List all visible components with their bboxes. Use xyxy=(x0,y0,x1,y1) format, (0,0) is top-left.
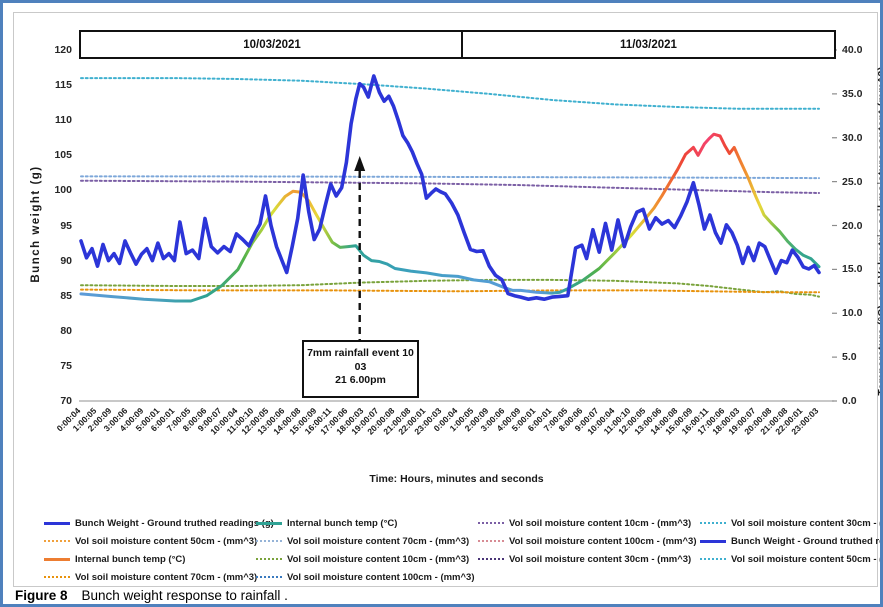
y-left-tick-label: 110 xyxy=(55,114,72,127)
date-header-day1: 10/03/2021 xyxy=(79,30,465,59)
legend-item: Vol soil moisture content 100cm - (mm^3) xyxy=(256,570,478,584)
legend-marker-dotted xyxy=(478,540,504,542)
legend-label: Vol soil moisture content 100cm - (mm^3) xyxy=(287,571,475,583)
series-line xyxy=(79,74,821,302)
y-right-tick-label: 40.0 xyxy=(842,44,863,56)
legend-label: Internal bunch temp (°C) xyxy=(75,553,186,565)
legend-item: Vol soil moisture content 10cm - (mm^3) xyxy=(478,516,700,530)
series-line xyxy=(80,175,820,180)
legend-marker-dotted xyxy=(256,576,282,578)
legend-marker-dotted xyxy=(256,558,282,560)
legend-label: Vol soil moisture content 100cm - (mm^3) xyxy=(509,535,697,547)
legend-label: Vol soil moisture content 50cm - (mm^3) xyxy=(75,535,258,547)
legend-marker-solid xyxy=(44,521,70,525)
legend-item: Vol soil moisture content 30cm - (mm^3) xyxy=(478,552,700,566)
y-left-tick-label: 70 xyxy=(60,395,72,407)
y-right-tick-label: 20.0 xyxy=(842,219,863,232)
x-axis-title: Time: Hours, minutes and seconds xyxy=(369,473,544,485)
legend-marker-dotted xyxy=(700,522,726,524)
legend-label: Internal bunch temp (°C) xyxy=(287,517,398,529)
legend-marker-dotted xyxy=(478,522,504,524)
legend-item: Internal bunch temp (°C) xyxy=(44,552,256,566)
y-left-tick-label: 100 xyxy=(54,184,72,197)
series-line xyxy=(80,288,820,294)
legend-label: Vol soil moisture content 30cm - (mm^3) xyxy=(731,517,883,529)
y-right-tick-label: 0.0 xyxy=(842,395,857,407)
legend-label: Vol soil moisture content 70cm - (mm^3) xyxy=(75,571,258,583)
y-left-tick-label: 105 xyxy=(54,149,72,162)
legend-item: Vol soil moisture content 50cm - (mm^3) xyxy=(700,552,883,566)
y-left-tick-label: 75 xyxy=(60,359,72,372)
legend-item: Internal bunch temp (°C) xyxy=(256,516,478,530)
legend-marker-solid xyxy=(44,557,70,561)
legend-label: Vol soil moisture content 30cm - (mm^3) xyxy=(509,553,692,565)
legend-marker-solid xyxy=(700,539,726,543)
figure-caption-text: Bunch weight response to rainfall . xyxy=(81,588,288,603)
legend-label: Vol soil moisture content 10cm - (mm^3) xyxy=(287,553,470,565)
y-right-tick-label: 15.0 xyxy=(842,263,863,276)
series-line xyxy=(80,179,820,194)
y-left-tick-label: 95 xyxy=(60,219,72,232)
legend-item: Vol soil moisture content 10cm - (mm^3) xyxy=(256,552,478,566)
legend-label: Vol soil moisture content 70cm - (mm^3) xyxy=(287,535,470,547)
legend-label: Bunch Weight - Ground truthed readings (… xyxy=(731,535,880,547)
legend-marker-dotted xyxy=(478,558,504,560)
legend-item: Vol soil moisture content 30cm - (mm^3) xyxy=(700,516,883,530)
chart-legend: Bunch Weight - Ground truthed readings (… xyxy=(44,516,883,584)
y-left-tick-label: 85 xyxy=(60,289,72,302)
legend-item: Vol soil moisture content 70cm - (mm^3) xyxy=(44,570,258,584)
y-right-tick-label: 35.0 xyxy=(842,87,863,100)
y-right-tick-label: 10.0 xyxy=(842,307,863,320)
y-left-tick-label: 115 xyxy=(55,79,72,92)
date-header-day2-label: 11/03/2021 xyxy=(620,38,677,51)
figure-caption: Figure 8 Bunch weight response to rainfal… xyxy=(15,588,288,603)
legend-marker-dotted xyxy=(700,558,726,560)
chart-frame: 10/03/2021 11/03/2021 Bunch weight (g) T… xyxy=(13,12,880,587)
date-header-day1-label: 10/03/2021 xyxy=(243,38,301,51)
series-line xyxy=(79,132,821,303)
y-right-tick-label: 25.0 xyxy=(842,175,863,188)
y-right-tick-label: 30.0 xyxy=(842,131,863,144)
rainfall-arrow-head xyxy=(354,156,366,171)
legend-item: Vol soil moisture content 70cm - (mm^3) xyxy=(256,534,478,548)
rainfall-annotation-line1: 7mm rainfall event 10 03 xyxy=(307,347,414,373)
y-left-tick-label: 120 xyxy=(54,44,72,56)
y-left-tick-label: 90 xyxy=(60,254,72,267)
legend-item: Bunch Weight - Ground truthed readings (… xyxy=(700,534,880,548)
legend-marker-dotted xyxy=(256,540,282,542)
legend-marker-solid xyxy=(256,521,282,525)
rainfall-annotation-box: 7mm rainfall event 10 03 21 6.00pm xyxy=(302,340,419,398)
legend-item: Bunch Weight - Ground truthed readings (… xyxy=(44,516,274,530)
legend-marker-dotted xyxy=(44,576,70,578)
series-line xyxy=(80,77,820,110)
legend-item: Vol soil moisture content 100cm - (mm^3) xyxy=(478,534,700,548)
y-right-tick-label: 5.0 xyxy=(842,351,857,364)
legend-marker-dotted xyxy=(44,540,70,542)
figure-label: Figure 8 xyxy=(15,588,68,603)
series-line xyxy=(80,278,820,298)
legend-label: Bunch Weight - Ground truthed readings (… xyxy=(75,517,274,529)
y-axis-right-title: Temperature (°C) and Volmetric soil mois… xyxy=(876,66,883,396)
rainfall-annotation-line2: 21 6.00pm xyxy=(335,374,386,387)
y-left-tick-label: 80 xyxy=(60,324,72,337)
legend-label: Vol soil moisture content 50cm - (mm^3) xyxy=(731,553,883,565)
legend-label: Vol soil moisture content 10cm - (mm^3) xyxy=(509,517,692,529)
legend-item: Vol soil moisture content 50cm - (mm^3) xyxy=(44,534,258,548)
date-header-day2: 11/03/2021 xyxy=(461,30,836,59)
